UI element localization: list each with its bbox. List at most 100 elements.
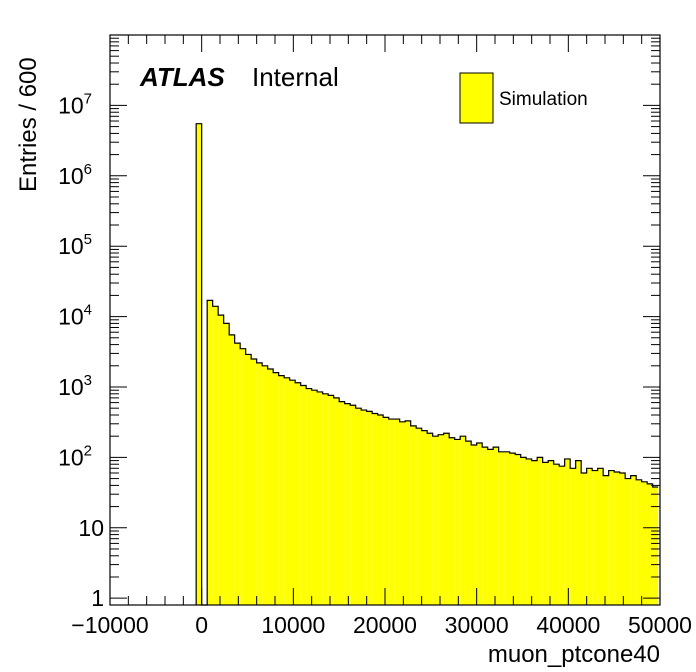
histogram-bar: [586, 468, 593, 605]
histogram-bar: [421, 430, 428, 605]
histogram-bar: [218, 315, 224, 605]
histogram-bar: [641, 481, 648, 605]
histogram-bar: [570, 468, 576, 605]
atlas-label: ATLAS: [139, 62, 225, 92]
histogram-bar: [482, 447, 488, 605]
histogram-bar: [328, 395, 334, 605]
x-tick-label: −10000: [71, 612, 148, 638]
histogram-bar: [284, 377, 290, 605]
histogram-bar: [350, 405, 356, 605]
histogram-bar: [504, 451, 510, 605]
histogram-bar: [487, 449, 494, 605]
histogram-bar: [603, 475, 609, 605]
x-tick-label: 30000: [445, 612, 509, 638]
histogram-bar: [432, 436, 439, 605]
y-tick-label: 104: [58, 302, 92, 330]
histogram-bar: [317, 391, 323, 605]
histogram-bar: [520, 457, 527, 605]
histogram-bar: [515, 454, 521, 605]
histogram-bar: [619, 473, 626, 605]
histogram-bar: [498, 451, 505, 605]
histogram-bar: [278, 375, 285, 605]
histogram-bar: [399, 421, 406, 605]
histogram-bar: [388, 419, 395, 605]
y-tick-label: 106: [58, 161, 92, 189]
histogram-bar: [361, 410, 367, 605]
histogram-bar: [564, 458, 571, 605]
x-tick-label: 20000: [353, 612, 417, 638]
y-tick-label: 102: [58, 442, 92, 470]
histogram-bar: [652, 486, 659, 605]
histogram-outline: [195, 123, 659, 606]
histogram-bar: [295, 382, 301, 605]
histogram-bar: [251, 358, 257, 605]
histogram-bar: [625, 478, 631, 605]
y-tick-label: 105: [58, 231, 92, 259]
x-tick-label: 40000: [536, 612, 600, 638]
histogram-bar: [383, 417, 389, 605]
tick-labels: −10000 0 10000 20000 30000 40000 50000 1 10 102 10…: [58, 90, 692, 638]
legend-label: Simulation: [499, 89, 588, 110]
histogram-bar: [256, 362, 263, 605]
histogram-bar: [355, 408, 362, 605]
histogram-bar: [229, 334, 235, 605]
histogram-bar: [592, 470, 598, 605]
y-axis-title: Entries / 600: [15, 57, 42, 192]
y-tick-label: 10: [78, 515, 104, 541]
histogram-bar: [377, 415, 384, 605]
histogram-bar: [372, 413, 378, 605]
histogram-bar: [476, 443, 483, 605]
histogram-bar: [262, 365, 268, 605]
histogram-bar: [245, 354, 252, 605]
histogram-bar: [553, 464, 560, 605]
histogram-bar: [394, 419, 400, 605]
histogram-bar: [465, 441, 472, 605]
histogram-bar: [240, 348, 246, 605]
histogram-bar: [548, 460, 554, 605]
legend-swatch: [459, 72, 494, 124]
histogram-bar: [289, 380, 296, 605]
histogram-bar: [333, 397, 340, 605]
histogram-bar: [454, 439, 461, 605]
histogram-bar: [542, 462, 549, 605]
histogram-bar: [531, 460, 538, 605]
histogram-bar: [526, 458, 532, 605]
x-tick-label: 50000: [628, 612, 692, 638]
histogram-bar: [207, 300, 213, 605]
histogram-bar: [559, 466, 565, 605]
histogram-bar: [410, 425, 417, 605]
histogram-bar: [344, 403, 351, 605]
histogram-bar: [636, 479, 642, 605]
y-tick-label: 1: [91, 585, 104, 611]
histogram-bar: [416, 428, 422, 605]
histogram-bar: [223, 323, 230, 605]
histogram-bar: [449, 437, 455, 605]
histogram-bar: [647, 483, 653, 605]
histogram-bar: [581, 473, 587, 605]
y-tick-label: 107: [58, 90, 92, 118]
histogram-bar: [471, 444, 477, 605]
histogram-bar: [630, 475, 637, 605]
histogram-bar: [597, 468, 604, 605]
histogram-bar: [322, 393, 329, 605]
histogram-bar: [196, 123, 202, 605]
histogram-bar: [311, 390, 318, 605]
histogram-bar: [366, 411, 373, 605]
x-tick-label: 10000: [261, 612, 325, 638]
histogram-bars: [195, 123, 659, 606]
histogram-bar: [460, 436, 466, 605]
histogram-bar: [608, 470, 615, 605]
axis-ticks: [109, 35, 661, 605]
histogram-bar: [537, 457, 543, 605]
histogram-bar: [575, 460, 582, 605]
x-tick-label: 0: [195, 612, 208, 638]
histogram-bar: [273, 372, 279, 605]
histogram-bar: [438, 434, 444, 605]
histogram-bar: [339, 401, 345, 605]
x-axis-title: muon_ptcone40: [488, 641, 660, 668]
histogram-bar: [614, 471, 620, 605]
histogram-bar: [300, 385, 307, 605]
histogram-bar: [427, 433, 433, 605]
histogram-bar: [509, 453, 516, 605]
